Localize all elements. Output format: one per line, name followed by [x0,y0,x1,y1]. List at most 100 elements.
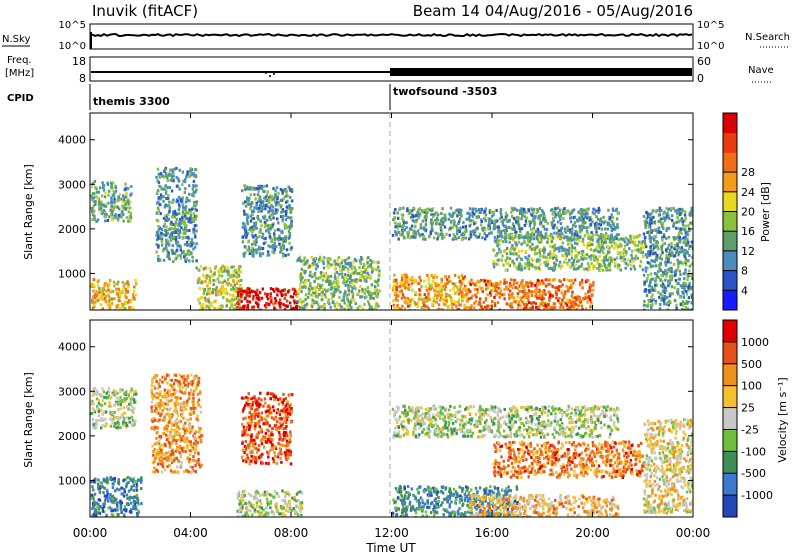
heatmap-cell [234,268,237,272]
heatmap-cell [570,235,573,239]
heatmap-cell [198,287,202,291]
heatmap-cell [183,180,187,184]
heatmap-cell [555,234,558,238]
heatmap-cell [409,285,412,289]
heatmap-cell [330,286,334,290]
heatmap-cell [132,504,135,508]
heatmap-cell [469,283,472,286]
heatmap-cell [191,255,194,259]
colorbar-swatch [723,172,737,193]
heatmap-cell [498,243,501,247]
heatmap-cell [288,195,292,199]
heatmap-cell [648,229,651,233]
heatmap-cell [566,229,570,232]
heatmap-cell [645,211,648,215]
heatmap-cell [336,285,340,289]
heatmap-cell [117,195,120,199]
heatmap-cell [528,247,531,251]
heatmap-cell [91,198,95,202]
heatmap-cell [667,279,670,283]
heatmap-cell [92,512,96,516]
heatmap-cell [464,288,467,292]
heatmap-cell [505,226,508,230]
heatmap-cell [662,212,665,216]
heatmap-cell [676,266,679,270]
heatmap-cell [469,230,472,234]
heatmap-cell [119,290,123,294]
heatmap-cell [284,292,287,296]
heatmap-cell [268,199,271,203]
heatmap-cell [160,237,163,241]
heatmap-cell [129,193,132,197]
heatmap-cell [249,214,253,218]
heatmap-cell [281,214,285,218]
heatmap-cell [479,223,483,227]
heatmap-cell [285,191,288,195]
heatmap-cell [239,287,242,291]
heatmap-cell [407,283,410,287]
heatmap-cell [665,207,668,210]
heatmap-cell [457,213,460,217]
heatmap-cell [399,233,402,237]
heatmap-cell [498,292,502,295]
heatmap-cell [514,300,517,304]
heatmap-cell [173,167,176,171]
heatmap-cell [453,220,456,224]
heatmap-cell [392,307,396,310]
heatmap-cell [270,239,273,243]
heatmap-cell [302,259,306,263]
heatmap-cell [109,493,112,496]
heatmap-cell [550,240,554,244]
heatmap-cell [438,222,442,226]
heatmap-cell [289,188,292,192]
heatmap-cell [551,294,555,298]
heatmap-cell [211,291,214,294]
heatmap-cell [274,308,277,310]
heatmap-cell [203,275,206,279]
heatmap-cell [419,233,422,237]
heatmap-cell [526,263,529,267]
heatmap-cell [110,198,113,202]
heatmap-cell [111,209,114,213]
heatmap-cell [353,279,357,282]
heatmap-cell [574,254,578,258]
heatmap-cell [462,283,465,286]
heatmap-cell [650,211,653,215]
heatmap-cell [492,282,495,286]
heatmap-cell [313,279,316,283]
heatmap-cell [459,303,463,307]
heatmap-cell [327,266,330,270]
heatmap-cell [499,213,503,217]
heatmap-cell [363,270,367,274]
heatmap-cell [615,237,618,241]
heatmap-cell [558,212,562,215]
heatmap-cell [686,232,689,236]
heatmap-cell [653,260,657,264]
heatmap-cell [108,496,111,500]
heatmap-cell [420,306,424,309]
heatmap-cell [101,485,105,489]
heatmap-cell [498,282,501,286]
heatmap-cell [307,278,310,282]
heatmap-cell [393,273,396,277]
heatmap-cell [529,212,533,216]
heatmap-cell [395,281,399,285]
heatmap-cell [537,240,540,244]
heatmap-cell [432,304,435,308]
heatmap-cell [230,300,233,304]
heatmap-cell [578,216,581,220]
heatmap-cell [470,278,473,282]
heatmap-cell [559,222,563,226]
heatmap-cell [247,308,250,310]
heatmap-cell [167,254,171,258]
heatmap-cell [636,243,640,247]
heatmap-cell [534,214,537,218]
heatmap-cell [208,287,212,291]
heatmap-cell [677,238,680,242]
heatmap-cell [440,308,444,310]
heatmap-cell [520,280,523,284]
heatmap-cell [478,232,481,236]
heatmap-cell [549,249,552,253]
heatmap-cell [114,215,117,219]
heatmap-cell [645,279,648,283]
